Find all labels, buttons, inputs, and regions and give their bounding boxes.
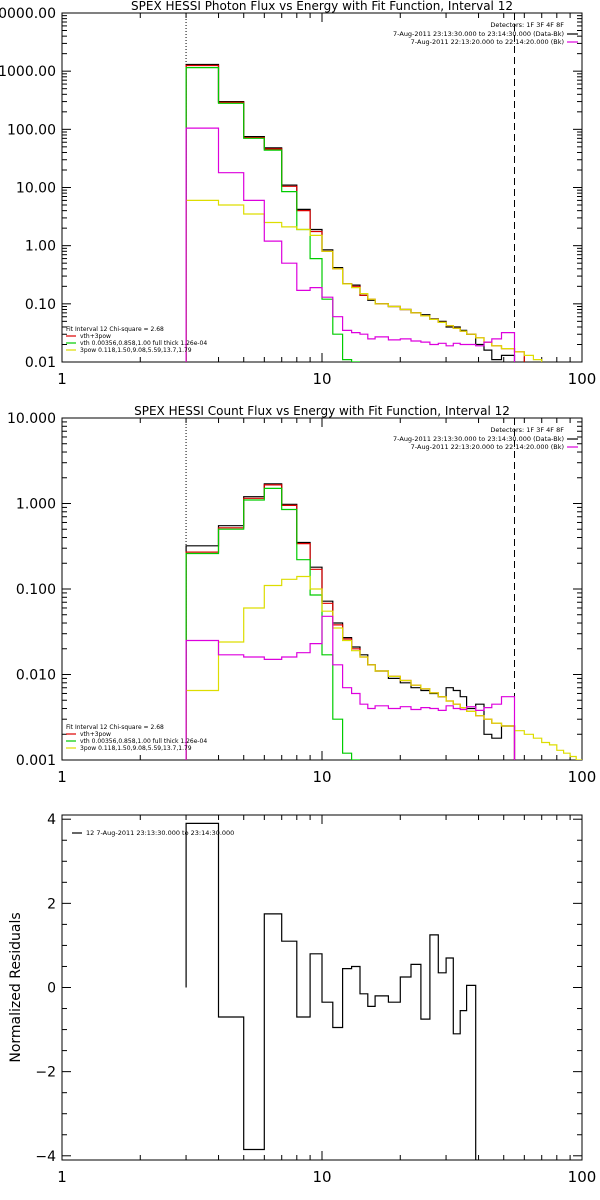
legend-entry: vth 0.00356,0.858,1.00 full thick 1.26e-… <box>80 738 207 745</box>
chart-panel-1: SPEX HESSI Photon Flux vs Energy with Fi… <box>0 0 596 388</box>
plot-frame <box>61 12 583 363</box>
y-tick-label: 0.010 <box>16 668 56 684</box>
y-tick-label: 0.001 <box>16 753 56 769</box>
legend-entry: vth+3pow <box>80 731 111 738</box>
legend-bottom-left: Fit Interval 12 Chi-square = 2.68vth+3po… <box>66 724 207 752</box>
legend-bottom-left: Fit Interval 12 Chi-square = 2.68vth+3po… <box>66 326 207 354</box>
legend-entry: 12 7-Aug-2011 23:13:30.000 to 23:14:30.0… <box>86 829 234 837</box>
legend-entry: 7-Aug-2011 23:13:30.000 to 23:14:30.000 … <box>393 435 564 443</box>
legend-header: Detectors: 1F 3F 4F 8F <box>490 21 564 29</box>
series-vth-3pow <box>185 64 525 362</box>
x-tick-label: 1 <box>57 768 67 786</box>
series-group <box>185 822 477 1160</box>
series-background <box>185 615 516 760</box>
chart-title: SPEX HESSI Count Flux vs Energy with Fit… <box>134 404 510 418</box>
y-tick-label: 0 <box>47 981 56 997</box>
y-tick-label: −4 <box>35 1149 56 1165</box>
y-tick-label: 0.100 <box>16 582 56 598</box>
x-tick-label: 1 <box>57 370 67 388</box>
legend-top-right: Detectors: 1F 3F 4F 8F7-Aug-2011 23:13:3… <box>393 21 578 46</box>
legend-entry: vth 0.00356,0.858,1.00 full thick 1.26e-… <box>80 340 207 347</box>
x-tick-label: 10 <box>312 370 331 388</box>
y-tick-label: 10.00 <box>16 181 56 197</box>
legend-entry: 3pow 0.118,1.50,9.08,5.59,13.7,1.79 <box>80 347 192 354</box>
series-3pow <box>185 575 582 760</box>
y-tick-label: 10.000 <box>7 411 56 427</box>
y-tick-label: 1.00 <box>25 239 56 255</box>
x-tick-label: 10 <box>312 768 331 786</box>
y-axis: −4 −2 0 2 4 <box>35 812 582 1165</box>
y-tick-label: −2 <box>35 1065 56 1081</box>
series-data <box>185 63 516 362</box>
y-tick-label: 1.000 <box>16 497 56 513</box>
series-vth <box>185 67 360 362</box>
chart-title: SPEX HESSI Photon Flux vs Energy with Fi… <box>131 0 513 13</box>
x-tick-label: 100 <box>568 768 597 786</box>
series-vth <box>185 487 360 760</box>
y-tick-label: 0.10 <box>25 297 56 313</box>
series-data <box>185 483 516 760</box>
y-tick-label: 100.00 <box>7 122 56 138</box>
y-tick-label: 10000.00 <box>0 6 56 22</box>
y-tick-label: 1000.00 <box>0 64 56 80</box>
y-axis: 0.001 0.010 0.100 1.000 10.000 <box>7 411 582 769</box>
chart-panel-2: SPEX HESSI Count Flux vs Energy with Fit… <box>7 404 596 786</box>
x-tick-label: 10 <box>312 1168 331 1186</box>
y-tick-label: 4 <box>47 812 56 828</box>
legend-entry: vth+3pow <box>80 333 111 340</box>
x-tick-label: 1 <box>57 1168 67 1186</box>
series-background <box>185 127 516 362</box>
x-tick-label: 100 <box>568 370 597 388</box>
y-tick-label: 0.01 <box>25 355 56 371</box>
series-residuals <box>185 822 477 1160</box>
legend-header: Fit Interval 12 Chi-square = 2.68 <box>66 724 164 731</box>
y-axis-label: Normalized Residuals <box>8 912 24 1062</box>
y-axis: 0.01 0.10 1.00 10.00 100.00 1000.00 10000.00 <box>0 6 582 371</box>
legend-entry: 7-Aug-2011 22:13:20.000 to 22:14:20.000 … <box>411 38 564 46</box>
legend-entry: 7-Aug-2011 23:13:30.000 to 23:14:30.000 … <box>393 30 564 38</box>
x-tick-label: 100 <box>568 1168 597 1186</box>
legend-entry: 3pow 0.118,1.50,9.08,5.59,13.7,1.79 <box>80 745 192 752</box>
legend-entry: 7-Aug-2011 22:13:20.000 to 22:14:20.000 … <box>411 443 564 451</box>
series-group <box>185 63 543 362</box>
x-axis: 1 10 100 <box>57 13 596 388</box>
chart-panel-3: 1 10 100 −4 −2 0 2 4 Normalized Residuals 12 7-Au… <box>8 812 596 1186</box>
series-group <box>185 483 582 760</box>
legend-header: Fit Interval 12 Chi-square = 2.68 <box>66 326 164 333</box>
series-3pow <box>185 199 543 362</box>
y-tick-label: 2 <box>47 896 56 912</box>
legend-top-right: Detectors: 1F 3F 4F 8F7-Aug-2011 23:13:3… <box>393 426 578 451</box>
x-axis: 1 10 100 <box>57 815 596 1186</box>
legend-header: Detectors: 1F 3F 4F 8F <box>490 426 564 434</box>
legend-top-left: 12 7-Aug-2011 23:13:30.000 to 23:14:30.0… <box>72 829 234 837</box>
